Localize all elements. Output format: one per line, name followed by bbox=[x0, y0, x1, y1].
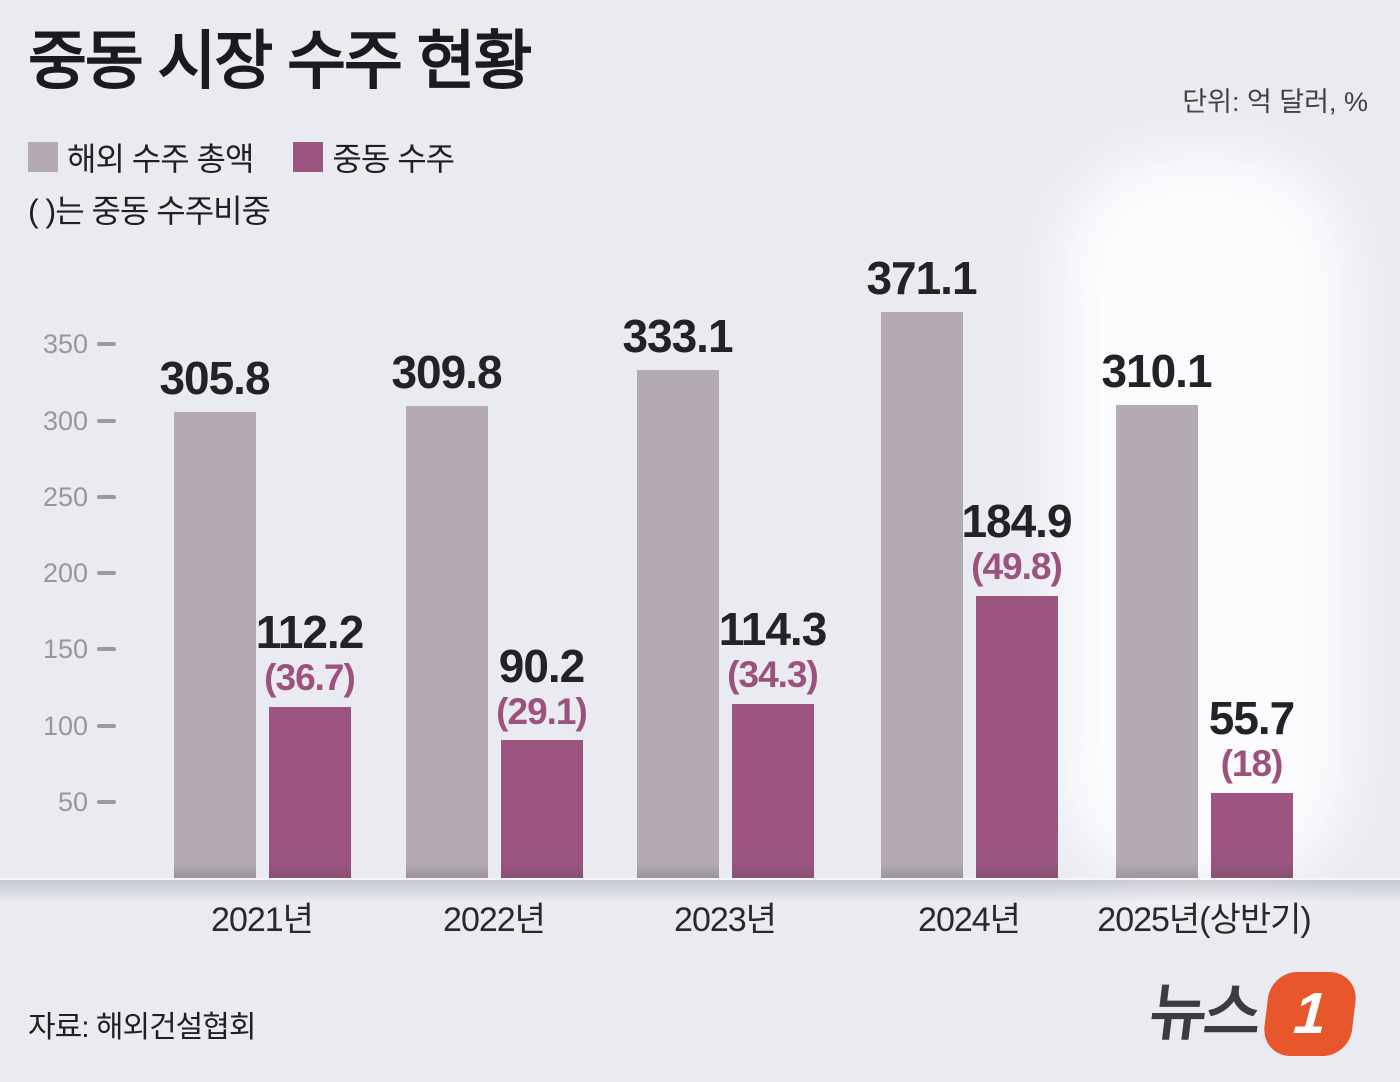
bar-group: 309.8 90.2 (29.1) bbox=[391, 0, 588, 879]
mideast-value-label: 184.9 (49.8) bbox=[961, 495, 1072, 588]
mideast-value-label: 114.3 (34.3) bbox=[718, 603, 828, 695]
total-value-label: 305.8 bbox=[159, 351, 270, 404]
news1-logo: 뉴스 1 bbox=[1146, 972, 1360, 1056]
total-value-text: 310.1 bbox=[1101, 345, 1212, 398]
y-axis-tick-mark bbox=[97, 342, 116, 347]
y-axis-tick-label: 50 bbox=[57, 786, 88, 817]
mideast-share-text: (49.8) bbox=[971, 546, 1063, 588]
y-axis-tick-mark bbox=[97, 647, 116, 652]
mideast-share-text: (29.1) bbox=[496, 690, 588, 732]
total-value-text: 333.1 bbox=[622, 310, 733, 363]
legend-label-total: 해외 수주 총액 bbox=[67, 141, 254, 177]
bar-mideast bbox=[500, 740, 583, 878]
y-axis-tick-mark bbox=[97, 799, 116, 804]
y-axis-tick-label: 250 bbox=[42, 481, 88, 512]
bar-mideast bbox=[1210, 793, 1293, 878]
mideast-value-label: 55.7 (18) bbox=[1208, 692, 1296, 785]
mideast-value-text: 112.2 bbox=[255, 606, 365, 659]
legend-item-total: 해외 수주 총액 bbox=[28, 134, 254, 180]
unit-label: 단위: 억 달러, % bbox=[1182, 87, 1368, 117]
mideast-value-text: 55.7 bbox=[1208, 692, 1296, 745]
bar-total bbox=[1115, 405, 1198, 878]
bar-total bbox=[405, 405, 488, 879]
legend-swatch-total bbox=[28, 142, 58, 172]
bar-mideast bbox=[268, 706, 351, 879]
y-axis-tick-label: 100 bbox=[42, 710, 88, 741]
y-axis-tick-label: 150 bbox=[42, 634, 88, 665]
legend-label-mideast: 중동 수주 bbox=[332, 141, 455, 177]
x-axis-label: 2022년 bbox=[443, 901, 546, 939]
total-value-label: 309.8 bbox=[391, 345, 502, 398]
legend-swatch-mideast bbox=[293, 142, 324, 172]
y-axis-tick-mark bbox=[97, 418, 116, 423]
mideast-value-label: 90.2 (29.1) bbox=[496, 639, 588, 732]
page-title: 중동 시장 수주 현황 bbox=[28, 25, 532, 97]
bar-total bbox=[173, 411, 256, 879]
news1-logo-text: 뉴스 bbox=[1145, 979, 1263, 1048]
bar-mideast bbox=[975, 596, 1058, 878]
mideast-share-text: (34.3) bbox=[727, 653, 819, 695]
y-axis-tick-label: 350 bbox=[42, 329, 88, 360]
bar-group: 310.1 55.7 (18) bbox=[1101, 0, 1296, 878]
y-axis-tick-mark bbox=[97, 723, 116, 728]
bar-total bbox=[636, 370, 719, 878]
bar-group: 371.1 184.9 (49.8) bbox=[866, 0, 1073, 878]
x-axis-label: 2024년 bbox=[918, 901, 1021, 939]
y-axis-tick-mark bbox=[97, 571, 116, 575]
x-axis-label: 2021년 bbox=[211, 901, 314, 939]
news1-logo-one: 1 bbox=[1291, 981, 1329, 1046]
x-axis-label: 2023년 bbox=[674, 901, 777, 939]
mideast-share-text: (18) bbox=[1220, 743, 1284, 785]
mideast-value-text: 114.3 bbox=[718, 603, 828, 656]
y-axis-tick-label: 300 bbox=[42, 405, 88, 436]
x-axis-label: 2025년(상반기) bbox=[1097, 901, 1311, 939]
parenthesis-note: ( )는 중동 수주비중 bbox=[28, 193, 271, 229]
mideast-value-text: 184.9 bbox=[961, 495, 1072, 548]
total-value-text: 305.8 bbox=[159, 351, 270, 404]
bar-group: 305.8 112.2 (36.7) bbox=[159, 0, 364, 879]
y-axis-tick-label: 200 bbox=[42, 558, 88, 588]
total-value-label: 333.1 bbox=[622, 310, 733, 363]
y-axis-tick-mark bbox=[97, 494, 116, 499]
highlight-glow-2025 bbox=[1058, 152, 1348, 888]
mideast-share-text: (36.7) bbox=[264, 657, 356, 699]
total-value-label: 310.1 bbox=[1101, 345, 1212, 398]
total-value-text: 309.8 bbox=[391, 345, 502, 398]
news1-logo-tile: 1 bbox=[1260, 972, 1360, 1056]
bar-total bbox=[880, 312, 963, 878]
x-axis-baseline bbox=[0, 878, 1400, 902]
total-value-text: 371.1 bbox=[866, 252, 977, 305]
bar-group: 333.1 114.3 (34.3) bbox=[622, 0, 827, 879]
source-credit: 자료: 해외건설협회 bbox=[28, 1011, 256, 1044]
legend: 해외 수주 총액 중동 수주 bbox=[28, 134, 455, 180]
bar-mideast bbox=[731, 703, 814, 879]
total-value-label: 371.1 bbox=[866, 252, 977, 305]
mideast-value-text: 90.2 bbox=[498, 639, 586, 692]
mideast-value-label: 112.2 (36.7) bbox=[255, 606, 365, 699]
legend-item-mideast: 중동 수주 bbox=[293, 134, 455, 180]
